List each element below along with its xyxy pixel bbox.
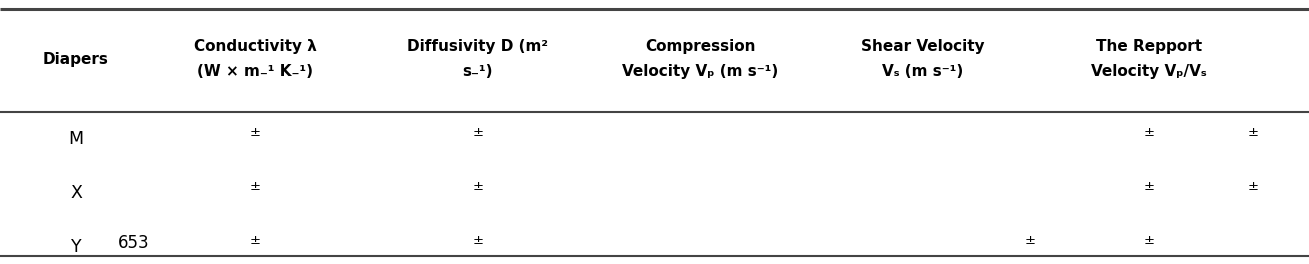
Text: Velocity Vₚ/Vₛ: Velocity Vₚ/Vₛ — [1092, 64, 1207, 79]
Text: M: M — [68, 130, 84, 148]
Text: 653: 653 — [118, 233, 149, 252]
Text: X: X — [69, 184, 82, 202]
Text: Conductivity λ: Conductivity λ — [194, 39, 317, 54]
Text: ±: ± — [1025, 234, 1035, 247]
Text: The Repport: The Repport — [1096, 39, 1203, 54]
Text: ±: ± — [1247, 180, 1258, 193]
Text: ±: ± — [473, 126, 483, 139]
Text: ±: ± — [1144, 126, 1155, 139]
Text: Compression: Compression — [645, 39, 755, 54]
Text: Vₛ (m s⁻¹): Vₛ (m s⁻¹) — [882, 64, 963, 79]
Text: s₋¹): s₋¹) — [462, 64, 493, 79]
Text: ±: ± — [250, 126, 260, 139]
Text: ±: ± — [1144, 180, 1155, 193]
Text: (W × m₋¹ K₋¹): (W × m₋¹ K₋¹) — [198, 64, 313, 79]
Text: Shear Velocity: Shear Velocity — [861, 39, 984, 54]
Text: ±: ± — [1247, 126, 1258, 139]
Text: Diapers: Diapers — [43, 52, 109, 67]
Text: Y: Y — [71, 238, 81, 257]
Text: Diffusivity D (m²: Diffusivity D (m² — [407, 39, 548, 54]
Text: ±: ± — [1144, 234, 1155, 247]
Text: ±: ± — [250, 234, 260, 247]
Text: ±: ± — [250, 180, 260, 193]
Text: ±: ± — [473, 180, 483, 193]
Text: Velocity Vₚ (m s⁻¹): Velocity Vₚ (m s⁻¹) — [622, 64, 779, 79]
Text: ±: ± — [473, 234, 483, 247]
